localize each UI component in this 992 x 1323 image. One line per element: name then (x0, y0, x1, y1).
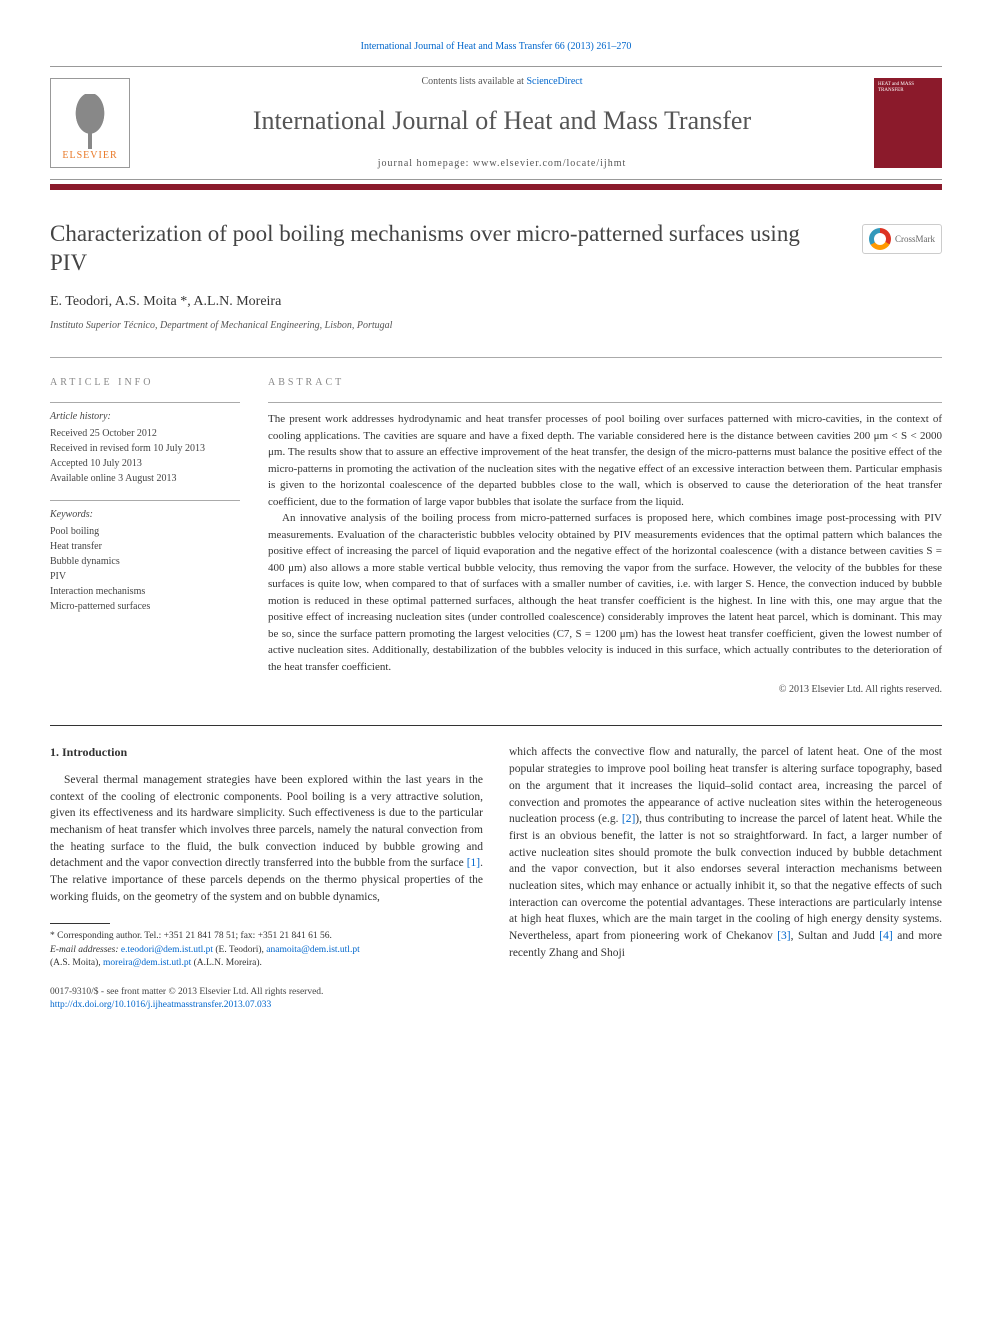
keyword: Heat transfer (50, 539, 240, 554)
crossmark-label: CrossMark (895, 234, 935, 245)
contents-prefix: Contents lists available at (421, 76, 526, 87)
abstract-text: The present work addresses hydrodynamic … (268, 402, 942, 675)
keyword: Micro-patterned surfaces (50, 599, 240, 614)
elsevier-logo: ELSEVIER (50, 78, 130, 168)
ref-link[interactable]: [2] (622, 813, 635, 825)
email-line: E-mail addresses: e.teodori@dem.ist.utl.… (50, 944, 483, 971)
contents-line: Contents lists available at ScienceDirec… (140, 75, 864, 89)
email-label: E-mail addresses: (50, 945, 121, 955)
email-paren: (A.S. Moita), (50, 958, 103, 968)
intro-heading: 1. Introduction (50, 744, 483, 761)
history-title: Article history: (50, 409, 240, 424)
abstract-column: ABSTRACT The present work addresses hydr… (268, 376, 942, 697)
keyword: Interaction mechanisms (50, 584, 240, 599)
journal-homepage: journal homepage: www.elsevier.com/locat… (140, 157, 864, 171)
affiliation: Instituto Superior Técnico, Department o… (50, 319, 942, 333)
abstract-p1: The present work addresses hydrodynamic … (268, 411, 942, 510)
abstract-p2: An innovative analysis of the boiling pr… (268, 510, 942, 675)
footnote-separator (50, 923, 110, 924)
journal-header: ELSEVIER Contents lists available at Sci… (50, 66, 942, 180)
body-column-right: which affects the convective flow and na… (509, 744, 942, 970)
article-title-text: Characterization of pool boiling mechani… (50, 221, 800, 275)
brand-bar (50, 184, 942, 190)
authors: E. Teodori, A.S. Moita *, A.L.N. Moreira (50, 292, 942, 312)
corresponding-author: * Corresponding author. Tel.: +351 21 84… (50, 930, 483, 943)
abstract-copyright: © 2013 Elsevier Ltd. All rights reserved… (268, 683, 942, 697)
elsevier-label: ELSEVIER (62, 149, 117, 163)
elsevier-tree-icon (65, 94, 115, 149)
history-line: Available online 3 August 2013 (50, 471, 240, 486)
intro-text: Several thermal management strategies ha… (50, 774, 483, 869)
history-line: Received in revised form 10 July 2013 (50, 441, 240, 456)
article-info-label: ARTICLE INFO (50, 376, 240, 390)
body-columns: 1. Introduction Several thermal manageme… (50, 725, 942, 970)
keyword: Bubble dynamics (50, 554, 240, 569)
doi-link[interactable]: http://dx.doi.org/10.1016/j.ijheatmasstr… (50, 1000, 271, 1010)
email-link[interactable]: e.teodori@dem.ist.utl.pt (121, 945, 213, 955)
email-paren: (E. Teodori), (213, 945, 266, 955)
keyword: Pool boiling (50, 524, 240, 539)
journal-cover-thumbnail: HEAT and MASS TRANSFER (874, 78, 942, 168)
crossmark-badge[interactable]: CrossMark (862, 224, 942, 254)
intro-paragraph: Several thermal management strategies ha… (50, 772, 483, 905)
keyword: PIV (50, 569, 240, 584)
article-title: Characterization of pool boiling mechani… (50, 220, 942, 278)
abstract-label: ABSTRACT (268, 376, 942, 390)
history-line: Accepted 10 July 2013 (50, 456, 240, 471)
footnotes: * Corresponding author. Tel.: +351 21 84… (50, 930, 483, 970)
email-link[interactable]: anamoita@dem.ist.utl.pt (266, 945, 359, 955)
intro-text: ), thus contributing to increase the par… (509, 813, 942, 942)
header-center: Contents lists available at ScienceDirec… (130, 75, 874, 171)
ref-link[interactable]: [1] (467, 857, 480, 869)
page-footer: 0017-9310/$ - see front matter © 2013 El… (50, 986, 942, 1013)
article-info-column: ARTICLE INFO Article history: Received 2… (50, 376, 240, 697)
citation-line: International Journal of Heat and Mass T… (50, 40, 942, 54)
intro-text: , Sultan and Judd (791, 930, 880, 942)
article-history-block: Article history: Received 25 October 201… (50, 402, 240, 486)
ref-link[interactable]: [4] (879, 930, 892, 942)
keywords-title: Keywords: (50, 507, 240, 522)
page: International Journal of Heat and Mass T… (0, 0, 992, 1043)
email-link[interactable]: moreira@dem.ist.utl.pt (103, 958, 191, 968)
body-column-left: 1. Introduction Several thermal manageme… (50, 744, 483, 970)
sciencedirect-link[interactable]: ScienceDirect (526, 76, 582, 87)
crossmark-icon (869, 228, 891, 250)
intro-paragraph-cont: which affects the convective flow and na… (509, 744, 942, 961)
keywords-block: Keywords: Pool boiling Heat transfer Bub… (50, 500, 240, 614)
issn-line: 0017-9310/$ - see front matter © 2013 El… (50, 986, 942, 999)
ref-link[interactable]: [3] (777, 930, 790, 942)
email-paren: (A.L.N. Moreira). (191, 958, 262, 968)
info-abstract-row: ARTICLE INFO Article history: Received 2… (50, 357, 942, 697)
cover-text: HEAT and MASS TRANSFER (878, 82, 938, 93)
history-line: Received 25 October 2012 (50, 426, 240, 441)
journal-title: International Journal of Heat and Mass T… (140, 103, 864, 139)
